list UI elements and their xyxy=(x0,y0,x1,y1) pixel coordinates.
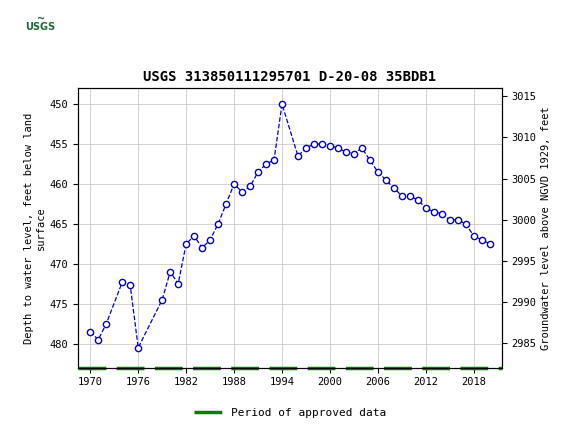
Title: USGS 313850111295701 D-20-08 35BDB1: USGS 313850111295701 D-20-08 35BDB1 xyxy=(143,70,437,84)
Y-axis label: Depth to water level, feet below land
surface: Depth to water level, feet below land su… xyxy=(24,112,46,344)
Y-axis label: Groundwater level above NGVD 1929, feet: Groundwater level above NGVD 1929, feet xyxy=(541,106,550,350)
Text: ~
USGS: ~ USGS xyxy=(26,13,56,32)
FancyBboxPatch shape xyxy=(3,3,78,42)
Text: USGS: USGS xyxy=(93,13,153,32)
Legend: Period of approved data: Period of approved data xyxy=(190,403,390,422)
